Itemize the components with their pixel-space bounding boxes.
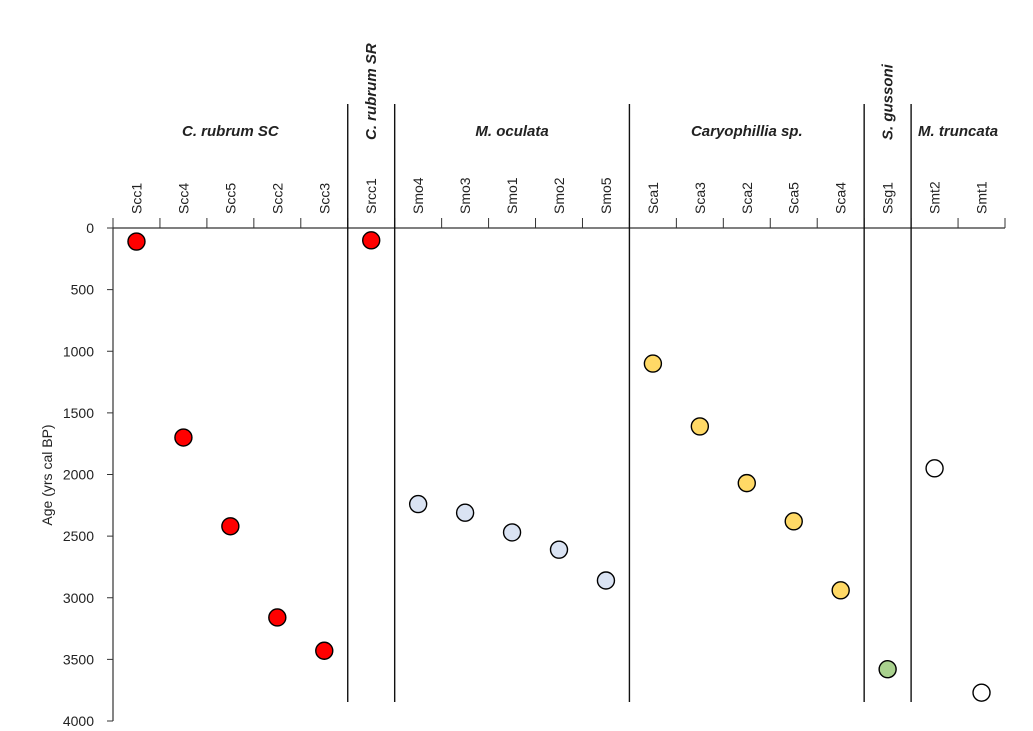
group-dividers [347, 104, 912, 702]
category-label: Sca3 [692, 182, 708, 214]
category-label: Smo1 [504, 177, 520, 214]
y-tick-label: 1000 [63, 343, 94, 359]
category-label: Smt1 [974, 181, 990, 214]
data-point [549, 540, 569, 559]
data-point [127, 232, 146, 251]
category-label: Srcc1 [363, 178, 379, 214]
category-label: Sca1 [645, 182, 661, 214]
category-label: Sca2 [739, 182, 755, 214]
data-point [878, 660, 897, 679]
category-label: Ssg1 [880, 182, 896, 214]
data-point [643, 354, 663, 373]
group-label: C. rubrum SC [182, 123, 280, 140]
y-tick-label: 2000 [63, 467, 94, 483]
group-label: M. oculata [475, 123, 548, 140]
category-label: Smo5 [598, 177, 614, 214]
data-point [784, 512, 803, 531]
data-point [925, 459, 944, 478]
data-point [502, 523, 522, 542]
data-point [362, 231, 381, 250]
group-label: M. truncata [918, 123, 998, 140]
data-point [690, 417, 710, 436]
category-label: Sca4 [833, 182, 849, 214]
group-labels: C. rubrum SC C. rubrum SR M. oculata Caryop… [182, 43, 998, 140]
group-label: S. gussoni [880, 63, 897, 140]
axes [112, 218, 1006, 721]
y-tick-label: 1500 [63, 405, 94, 421]
group-label: Caryophillia sp. [691, 123, 803, 140]
y-tick-label: 3500 [63, 651, 94, 667]
data-points [127, 231, 991, 702]
category-label: Smo2 [551, 177, 567, 214]
category-label: Smo3 [457, 177, 473, 214]
category-label: Smo4 [410, 177, 426, 214]
group-label: C. rubrum SR [363, 43, 380, 140]
y-ticks: 0 500 1000 1500 2000 2500 3000 3500 4000 [63, 220, 113, 729]
category-label: Smt2 [927, 181, 943, 214]
y-axis-label: Age (yrs cal BP) [39, 424, 55, 525]
category-label: Scc1 [128, 183, 144, 214]
category-label: Scc2 [269, 183, 285, 214]
data-point [831, 581, 850, 600]
y-tick-label: 3000 [63, 590, 94, 606]
category-label: Scc4 [175, 183, 191, 214]
data-point [268, 608, 287, 627]
y-tick-label: 4000 [63, 713, 94, 729]
data-point [315, 641, 334, 660]
data-point [972, 683, 991, 702]
data-point [455, 503, 475, 522]
data-point [737, 473, 756, 493]
y-tick-label: 2500 [63, 528, 94, 544]
y-tick-label: 500 [71, 282, 95, 298]
category-labels: Scc1 Scc4 Scc5 Scc2 Scc3 Srcc1 Smo4 Smo3 Smo1 Smo… [128, 177, 989, 214]
category-label: Scc3 [316, 183, 332, 214]
data-point [221, 517, 240, 536]
data-point [596, 571, 616, 590]
y-tick-label: 0 [86, 220, 94, 236]
category-label: Sca5 [786, 182, 802, 214]
data-point [408, 494, 428, 514]
data-point [174, 428, 193, 447]
category-label: Scc5 [222, 183, 238, 214]
